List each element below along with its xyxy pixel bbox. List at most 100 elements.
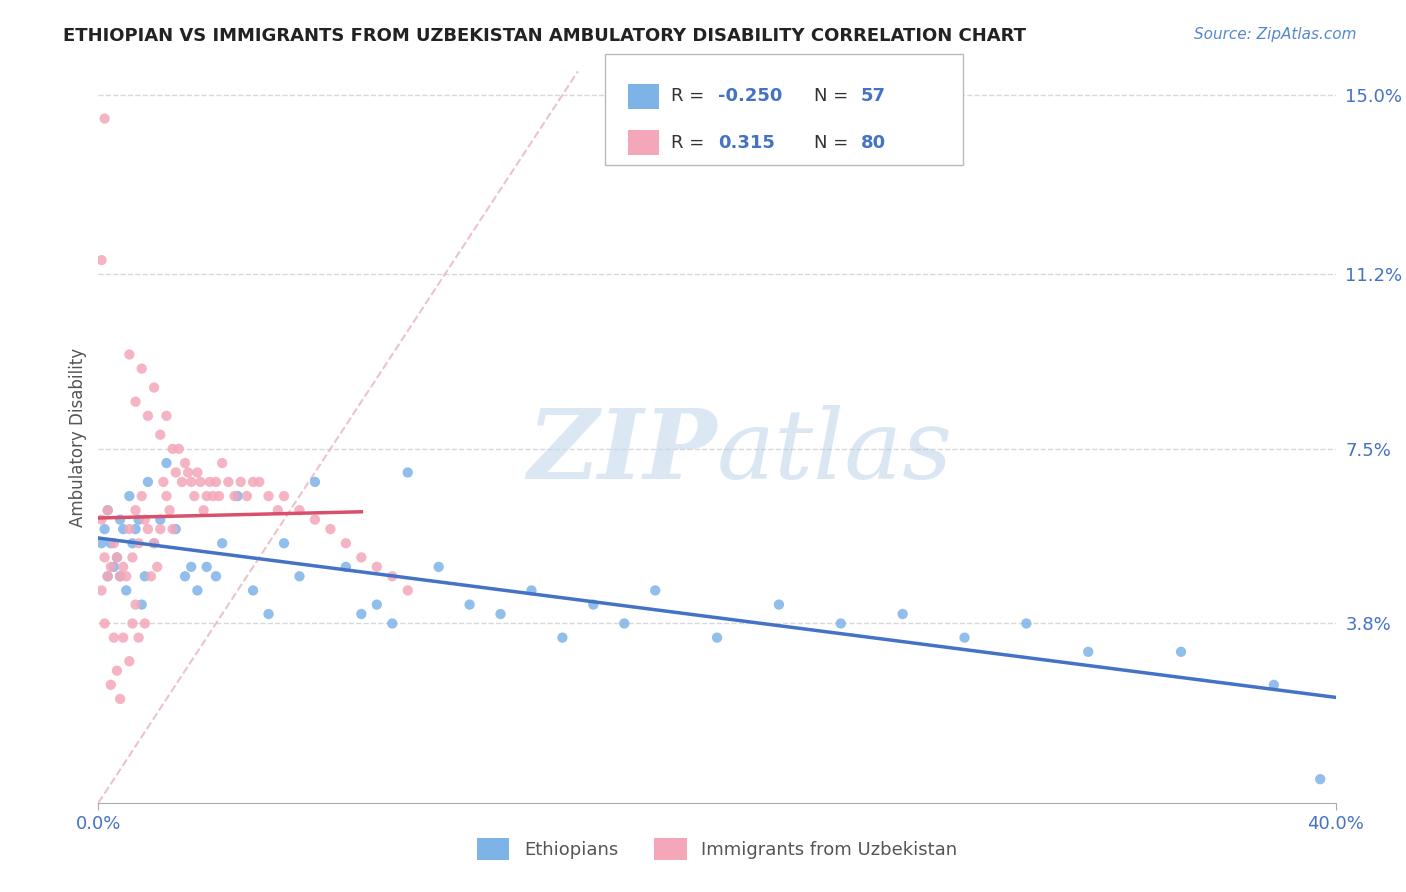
- Point: [257, 607, 280, 621]
- Point: [217, 475, 239, 489]
- Point: [304, 475, 326, 489]
- Point: [458, 598, 481, 612]
- Point: [288, 569, 311, 583]
- Point: [1309, 772, 1331, 787]
- Point: [115, 583, 138, 598]
- Point: [118, 522, 141, 536]
- Text: N =: N =: [814, 134, 848, 152]
- Point: [90, 583, 112, 598]
- Point: [100, 559, 122, 574]
- Point: [288, 503, 311, 517]
- Point: [195, 489, 218, 503]
- Point: [180, 475, 202, 489]
- Point: [190, 475, 212, 489]
- Point: [93, 550, 115, 565]
- Point: [489, 607, 512, 621]
- Point: [706, 631, 728, 645]
- Point: [165, 466, 187, 480]
- Point: [93, 112, 115, 126]
- Point: [97, 503, 120, 517]
- Point: [134, 569, 156, 583]
- Point: [186, 583, 208, 598]
- Point: [155, 409, 177, 423]
- Point: [273, 536, 295, 550]
- Point: [97, 569, 120, 583]
- Point: [155, 489, 177, 503]
- Point: [124, 598, 146, 612]
- Point: [193, 503, 215, 517]
- Point: [247, 475, 270, 489]
- Point: [90, 253, 112, 268]
- Point: [108, 569, 131, 583]
- Point: [1015, 616, 1038, 631]
- Point: [551, 631, 574, 645]
- Point: [167, 442, 190, 456]
- Point: [121, 616, 143, 631]
- Point: [205, 569, 228, 583]
- Point: [97, 503, 120, 517]
- Point: [198, 475, 221, 489]
- Point: [229, 475, 252, 489]
- Point: [149, 513, 172, 527]
- Point: [100, 678, 122, 692]
- Text: Source: ZipAtlas.com: Source: ZipAtlas.com: [1194, 27, 1357, 42]
- Point: [162, 522, 184, 536]
- Point: [136, 522, 159, 536]
- Point: [159, 503, 181, 517]
- Point: [105, 664, 128, 678]
- Point: [108, 569, 131, 583]
- Point: [165, 522, 187, 536]
- Point: [108, 692, 131, 706]
- Point: [131, 361, 153, 376]
- Point: [381, 569, 404, 583]
- Point: [152, 475, 174, 489]
- Point: [319, 522, 342, 536]
- Point: [124, 394, 146, 409]
- Point: [396, 466, 419, 480]
- Point: [201, 489, 224, 503]
- Text: ZIP: ZIP: [527, 405, 717, 499]
- Point: [149, 427, 172, 442]
- Point: [1263, 678, 1285, 692]
- Point: [366, 559, 388, 574]
- Point: [93, 616, 115, 631]
- Point: [224, 489, 246, 503]
- Point: [90, 536, 112, 550]
- Point: [149, 522, 172, 536]
- Point: [136, 409, 159, 423]
- Point: [304, 513, 326, 527]
- Point: [195, 559, 218, 574]
- Point: [768, 598, 790, 612]
- Point: [170, 475, 193, 489]
- Point: [381, 616, 404, 631]
- Point: [131, 489, 153, 503]
- Point: [242, 583, 264, 598]
- Text: 57: 57: [860, 87, 886, 105]
- Point: [1170, 645, 1192, 659]
- Point: [143, 380, 166, 394]
- Point: [146, 559, 169, 574]
- Point: [644, 583, 666, 598]
- Point: [162, 442, 184, 456]
- Point: [103, 631, 125, 645]
- Point: [118, 347, 141, 361]
- Point: [112, 631, 135, 645]
- Point: [105, 550, 128, 565]
- Point: [211, 456, 233, 470]
- Point: [143, 536, 166, 550]
- Point: [208, 489, 231, 503]
- Point: [139, 569, 162, 583]
- Text: -0.250: -0.250: [718, 87, 783, 105]
- Point: [121, 536, 143, 550]
- Point: [242, 475, 264, 489]
- Point: [257, 489, 280, 503]
- Point: [93, 522, 115, 536]
- Text: 80: 80: [860, 134, 886, 152]
- Point: [174, 456, 197, 470]
- Point: [273, 489, 295, 503]
- Point: [90, 513, 112, 527]
- Point: [350, 550, 373, 565]
- Y-axis label: Ambulatory Disability: Ambulatory Disability: [69, 348, 87, 526]
- Point: [427, 559, 450, 574]
- Point: [112, 522, 135, 536]
